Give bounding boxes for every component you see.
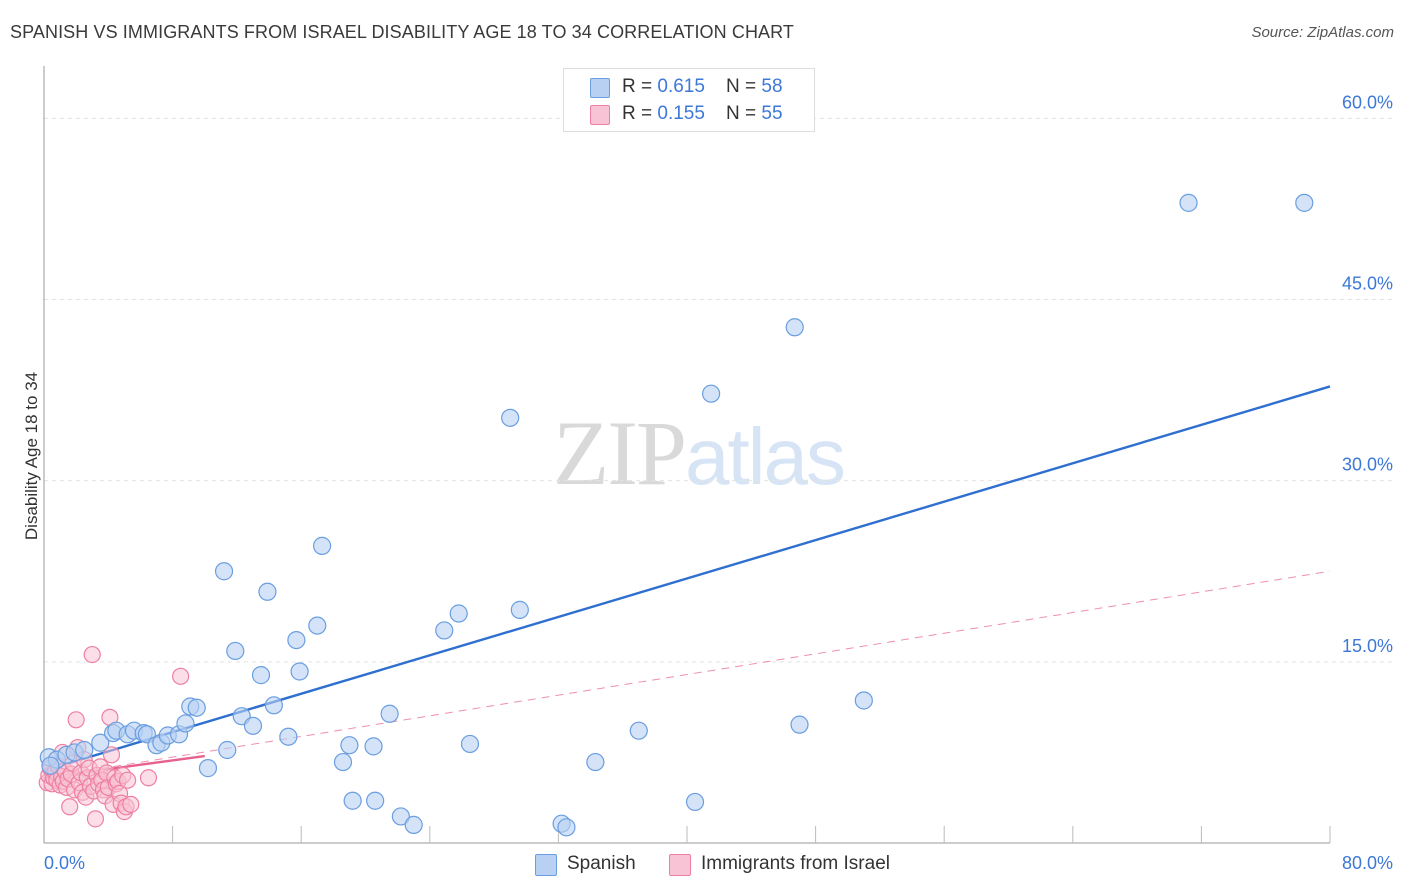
- n-value-spanish: 58: [761, 76, 783, 97]
- spanish-point: [449, 604, 468, 623]
- data-points: [38, 193, 1314, 837]
- spanish-point: [685, 792, 705, 812]
- spanish-point: [366, 791, 385, 810]
- watermark-atlas: atlas: [685, 412, 846, 501]
- israel-point: [83, 645, 101, 664]
- israel-trend-dashed: [43, 570, 1331, 779]
- watermark-zip: ZIP: [553, 402, 687, 504]
- spanish-point: [312, 536, 332, 555]
- spanish-point: [1179, 193, 1198, 212]
- spanish-point: [243, 716, 263, 735]
- spanish-point: [629, 721, 648, 740]
- spanish-point: [854, 691, 873, 710]
- spanish-point: [198, 759, 218, 778]
- chart-title: SPANISH VS IMMIGRANTS FROM ISRAEL DISABI…: [10, 22, 795, 42]
- legend-label-spanish: Spanish: [567, 853, 636, 874]
- spanish-point: [702, 384, 721, 403]
- spanish-point: [251, 666, 271, 685]
- n-label: N =: [726, 103, 762, 124]
- x-tick-label-max: 80.0%: [1342, 853, 1393, 873]
- spanish-point: [287, 630, 306, 650]
- israel-point: [139, 769, 158, 787]
- spanish-point: [340, 736, 359, 755]
- spanish-point: [264, 696, 283, 715]
- spanish-point: [460, 734, 480, 754]
- y-tick-label: 15.0%: [1342, 636, 1393, 656]
- spanish-point: [391, 807, 410, 826]
- n-value-israel: 55: [761, 103, 783, 124]
- israel-swatch: [590, 105, 610, 125]
- spanish-legend-swatch: [535, 854, 557, 876]
- israel-point: [61, 798, 79, 816]
- spanish-point: [557, 818, 576, 837]
- spanish-trend-line: [43, 385, 1331, 772]
- spanish-point: [1295, 193, 1314, 212]
- r-label: R =: [622, 103, 658, 124]
- spanish-point: [279, 727, 298, 746]
- israel-point: [67, 711, 85, 729]
- israel-legend-swatch: [669, 854, 691, 876]
- israel-point: [102, 746, 121, 764]
- n-label: N =: [726, 76, 762, 97]
- spanish-point: [218, 740, 237, 760]
- spanish-point: [290, 662, 309, 681]
- israel-point: [122, 795, 140, 813]
- stats-text-israel: R = 0.155 N = 55: [622, 103, 783, 125]
- stats-legend: R = 0.615 N = 58 R = 0.155 N = 55: [563, 68, 815, 132]
- spanish-point: [586, 752, 605, 772]
- source-label: Source: ZipAtlas.com: [1251, 24, 1394, 41]
- r-value-spanish: 0.615: [657, 76, 705, 97]
- axes: [43, 66, 1331, 844]
- spanish-point: [333, 752, 353, 772]
- r-label: R =: [622, 76, 658, 97]
- spanish-point: [258, 582, 277, 601]
- spanish-point: [91, 733, 110, 752]
- spanish-point: [41, 756, 60, 775]
- spanish-point: [785, 318, 804, 337]
- r-value-israel: 0.155: [657, 103, 705, 124]
- spanish-point: [404, 815, 423, 834]
- spanish-point: [176, 714, 195, 733]
- spanish-point: [75, 740, 94, 760]
- spanish-point: [214, 562, 234, 581]
- spanish-point: [226, 641, 245, 661]
- spanish-point: [380, 704, 399, 723]
- tick-labels: 15.0% 30.0% 45.0% 60.0% 0.0% 80.0%: [44, 92, 1393, 873]
- stats-text-spanish: R = 0.615 N = 58: [622, 76, 783, 98]
- spanish-point: [364, 737, 383, 756]
- spanish-point: [790, 715, 809, 734]
- y-tick-label: 45.0%: [1342, 273, 1393, 293]
- israel-point: [118, 771, 137, 789]
- spanish-point: [510, 600, 529, 619]
- watermark: ZIPatlas: [553, 400, 846, 506]
- spanish-point: [501, 408, 520, 427]
- y-tick-label: 30.0%: [1342, 455, 1393, 475]
- spanish-swatch: [590, 78, 610, 98]
- spanish-point: [435, 621, 454, 640]
- legend-label-israel: Immigrants from Israel: [701, 853, 890, 874]
- israel-point: [172, 667, 190, 685]
- x-tick-label-min: 0.0%: [44, 853, 85, 873]
- y-tick-label: 60.0%: [1342, 92, 1393, 112]
- spanish-point: [343, 791, 362, 810]
- spanish-point: [187, 698, 206, 717]
- spanish-point: [308, 616, 327, 635]
- israel-point: [86, 810, 105, 828]
